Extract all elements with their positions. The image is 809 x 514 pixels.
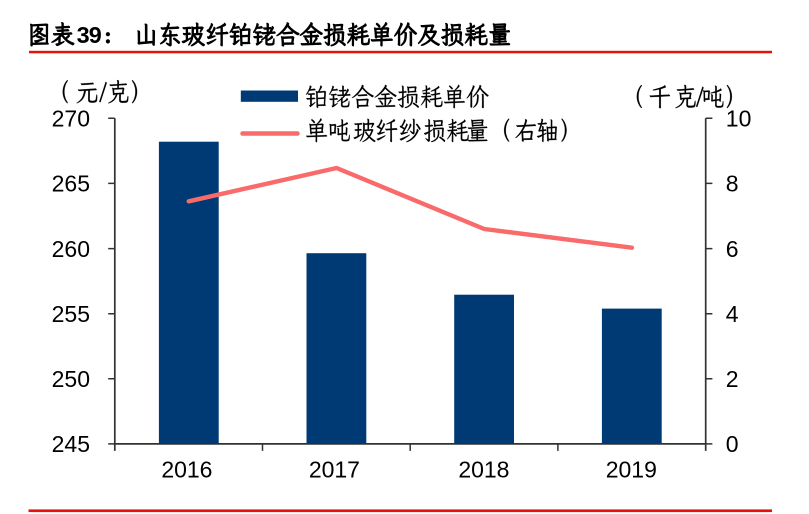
- svg-text:10: 10: [726, 106, 752, 132]
- svg-text:2019: 2019: [606, 457, 657, 483]
- svg-text:2016: 2016: [161, 457, 212, 483]
- svg-text:250: 250: [52, 366, 90, 392]
- svg-text:2017: 2017: [309, 457, 360, 483]
- svg-text:265: 265: [52, 171, 90, 197]
- svg-text:260: 260: [52, 236, 90, 262]
- svg-text:245: 245: [52, 431, 90, 457]
- svg-text:8: 8: [726, 171, 739, 197]
- svg-text:4: 4: [726, 301, 739, 327]
- svg-text:2018: 2018: [458, 457, 509, 483]
- svg-text:270: 270: [52, 106, 90, 132]
- svg-text:39: 39: [77, 22, 102, 48]
- svg-text:2: 2: [726, 366, 739, 392]
- svg-text:255: 255: [52, 301, 90, 327]
- svg-text:6: 6: [726, 236, 739, 262]
- svg-text:0: 0: [726, 431, 739, 457]
